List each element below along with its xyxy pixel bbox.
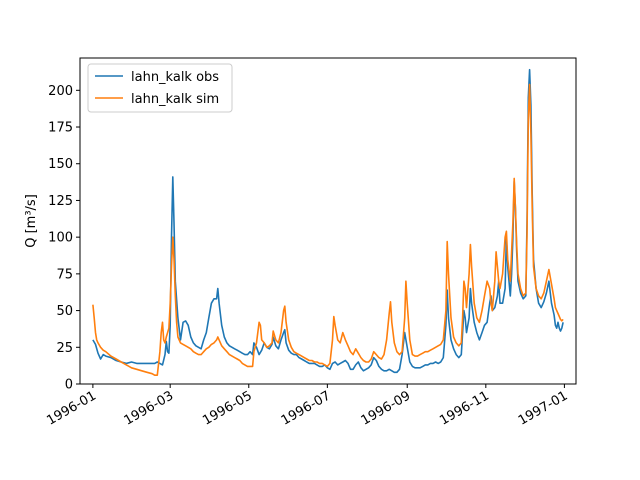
axes-frame bbox=[79, 57, 577, 385]
legend-box bbox=[87, 63, 233, 113]
y-tick-label: 200 bbox=[48, 84, 73, 99]
y-axis-label: Q [m³/s] bbox=[24, 194, 39, 248]
legend-label-obs: lahn_kalk obs bbox=[131, 70, 219, 85]
legend: lahn_kalk obs lahn_kalk sim bbox=[87, 63, 233, 113]
y-axis: 0 25 50 75 100 125 150 175 200 bbox=[48, 84, 80, 393]
y-tick-label: 175 bbox=[48, 121, 73, 136]
legend-label-sim: lahn_kalk sim bbox=[131, 92, 219, 107]
y-tick-label: 100 bbox=[48, 231, 73, 246]
y-tick-label: 25 bbox=[56, 341, 73, 356]
y-tick-label: 0 bbox=[65, 378, 73, 393]
y-tick-label: 50 bbox=[56, 304, 73, 319]
series-line-sim bbox=[92, 83, 564, 376]
series-layer bbox=[92, 68, 564, 376]
y-tick-label: 150 bbox=[48, 157, 73, 172]
series-line-obs bbox=[92, 68, 564, 374]
y-tick-label: 125 bbox=[48, 194, 73, 209]
y-tick-label: 75 bbox=[56, 267, 73, 282]
